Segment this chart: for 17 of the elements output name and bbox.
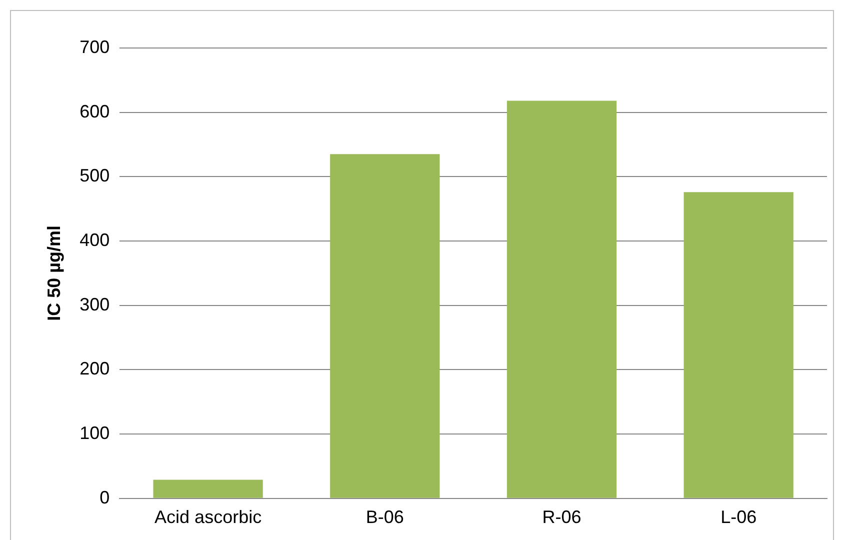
y-tick-label: 200 (80, 358, 110, 379)
x-tick-label: L-06 (720, 507, 757, 528)
y-tick-label: 700 (80, 36, 110, 57)
y-tick-label: 300 (80, 294, 110, 314)
y-tick-label: 600 (80, 101, 110, 122)
bar (330, 154, 440, 498)
y-tick-label: 100 (80, 423, 110, 444)
x-tick-label: Acid ascorbic (154, 507, 262, 528)
bar (506, 100, 617, 498)
bar (684, 192, 794, 498)
y-tick-label: 500 (80, 166, 110, 186)
y-axis-title: IC 50 µg/ml (44, 225, 64, 321)
y-tick-label: 0 (100, 487, 110, 508)
x-tick-label: R-06 (542, 507, 582, 528)
bar (153, 480, 263, 498)
y-tick-label: 400 (80, 230, 110, 250)
x-tick-label: B-06 (366, 507, 404, 528)
